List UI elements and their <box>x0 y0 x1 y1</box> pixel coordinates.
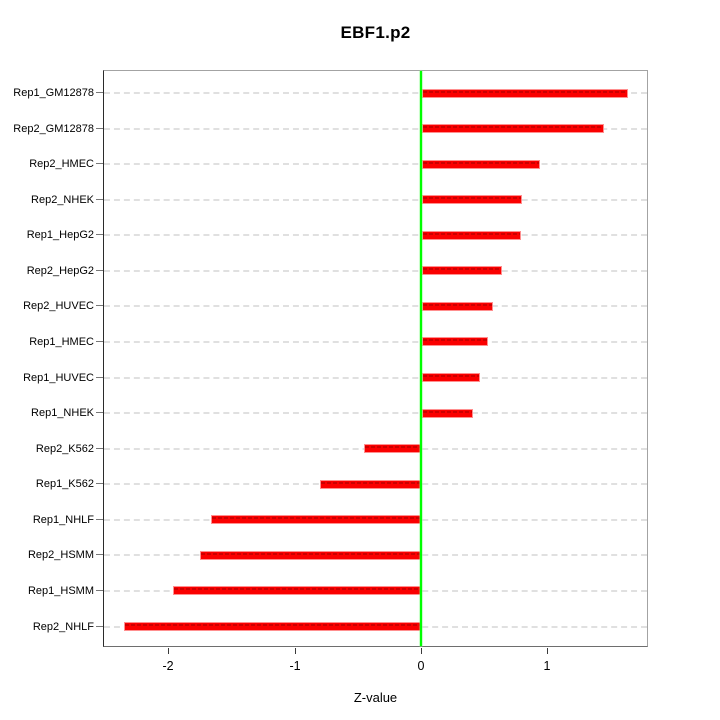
bar-Rep2_NHEK <box>422 195 522 205</box>
bar-dash-pattern <box>423 126 603 129</box>
y-axis-label-Rep2_HepG2: Rep2_HepG2 <box>26 264 94 277</box>
bar-Rep2_HepG2 <box>422 266 502 276</box>
y-axis-label-Rep1_HUVEC: Rep1_HUVEC <box>23 371 94 384</box>
y-axis-label-Rep2_GM12878: Rep2_GM12878 <box>13 122 94 135</box>
x-axis-ticks <box>103 648 648 655</box>
y-tick <box>96 269 103 271</box>
plot-box <box>103 70 648 647</box>
bar-dash-pattern <box>423 90 627 93</box>
bar-Rep2_K562 <box>364 444 421 454</box>
x-tick-0 <box>421 648 422 654</box>
bar-dash-pattern <box>423 268 501 271</box>
y-axis-label-Rep1_K562: Rep1_K562 <box>35 478 94 491</box>
y-tick <box>96 412 103 414</box>
bar-dash-pattern <box>174 588 420 591</box>
zero-line <box>420 71 422 646</box>
y-tick <box>96 234 103 236</box>
y-axis-label-Rep1_HepG2: Rep1_HepG2 <box>26 229 94 242</box>
chart-title: EBF1.p2 <box>340 23 411 42</box>
bar-dash-pattern <box>423 197 521 200</box>
bar-Rep1_NHEK <box>422 408 473 418</box>
gridline <box>104 92 647 94</box>
bar-Rep1_HSMM <box>173 586 421 596</box>
gridline <box>104 198 647 201</box>
x-tick-label-0: 0 <box>417 659 425 673</box>
gridline <box>104 269 647 272</box>
bar-dash-pattern <box>321 481 420 484</box>
bar-dash-pattern <box>423 410 472 413</box>
y-tick <box>96 625 103 627</box>
bar-Rep1_K562 <box>320 479 421 489</box>
bar-Rep1_HUVEC <box>422 373 480 383</box>
y-tick <box>96 127 103 129</box>
y-axis-ticks <box>96 70 103 647</box>
y-tick <box>96 447 103 449</box>
bar-Rep2_HMEC <box>422 159 540 169</box>
bar-Rep1_GM12878 <box>422 88 628 98</box>
y-tick <box>96 554 103 556</box>
bar-Rep1_HMEC <box>422 337 488 347</box>
y-tick <box>96 589 103 591</box>
y-axis-label-Rep2_NHLF: Rep2_NHLF <box>32 620 94 633</box>
bar-dash-pattern <box>423 375 479 378</box>
y-axis-label-Rep2_K562: Rep2_K562 <box>35 442 94 455</box>
x-tick-label-1: 1 <box>543 659 551 673</box>
bar-Rep2_HSMM <box>200 550 421 560</box>
x-tick-label--2: -2 <box>162 659 174 673</box>
x-axis-tick-labels: -2 -1 0 1 <box>103 659 648 675</box>
bar-dash-pattern <box>365 446 420 449</box>
bar-Rep1_NHLF <box>211 515 421 525</box>
bar-dash-pattern <box>423 303 492 306</box>
y-tick <box>96 163 103 165</box>
y-axis-label-Rep1_GM12878: Rep1_GM12878 <box>13 87 94 99</box>
bar-dash-pattern <box>423 232 520 235</box>
bar-dash-pattern <box>125 624 420 627</box>
y-axis-label-Rep2_HSMM: Rep2_HSMM <box>27 549 94 562</box>
y-axis-label-Rep2_HMEC: Rep2_HMEC <box>29 158 94 171</box>
y-axis-label-Rep1_HMEC: Rep1_HMEC <box>29 335 94 348</box>
y-axis-labels: Rep1_GM12878 Rep2_GM12878 Rep2_HMEC Rep2_NH… <box>0 70 94 647</box>
gridline <box>104 163 647 166</box>
y-tick <box>96 518 103 520</box>
y-axis-label-Rep2_NHEK: Rep2_NHEK <box>31 193 94 206</box>
gridline <box>104 127 647 130</box>
y-tick <box>96 92 103 93</box>
bar-Rep1_HepG2 <box>422 230 521 240</box>
gridline <box>104 376 647 379</box>
y-tick <box>96 305 103 307</box>
y-axis-label-Rep1_NHEK: Rep1_NHEK <box>31 407 94 420</box>
bar-dash-pattern <box>423 339 487 342</box>
gridline <box>104 305 647 308</box>
gridline <box>104 340 647 343</box>
bar-Rep2_NHLF <box>124 622 421 632</box>
gridline <box>104 234 647 237</box>
bar-dash-pattern <box>201 552 420 555</box>
y-axis-label-Rep1_NHLF: Rep1_NHLF <box>32 513 94 526</box>
bar-Rep2_GM12878 <box>422 124 604 134</box>
y-tick <box>96 198 103 200</box>
gridline <box>104 412 647 415</box>
y-axis-label-Rep2_HUVEC: Rep2_HUVEC <box>23 300 94 313</box>
x-axis-label: Z-value <box>353 690 398 705</box>
bar-Rep2_HUVEC <box>422 301 493 311</box>
bar-dash-pattern <box>212 517 420 520</box>
x-tick--2 <box>168 648 169 654</box>
y-tick <box>96 376 103 378</box>
x-tick-label--1: -1 <box>289 659 301 673</box>
y-tick <box>96 340 103 342</box>
y-axis-label-Rep1_HSMM: Rep1_HSMM <box>27 584 94 597</box>
x-tick-1 <box>547 648 548 654</box>
y-tick <box>96 483 103 485</box>
bar-dash-pattern <box>423 161 539 164</box>
x-tick--1 <box>295 648 296 654</box>
